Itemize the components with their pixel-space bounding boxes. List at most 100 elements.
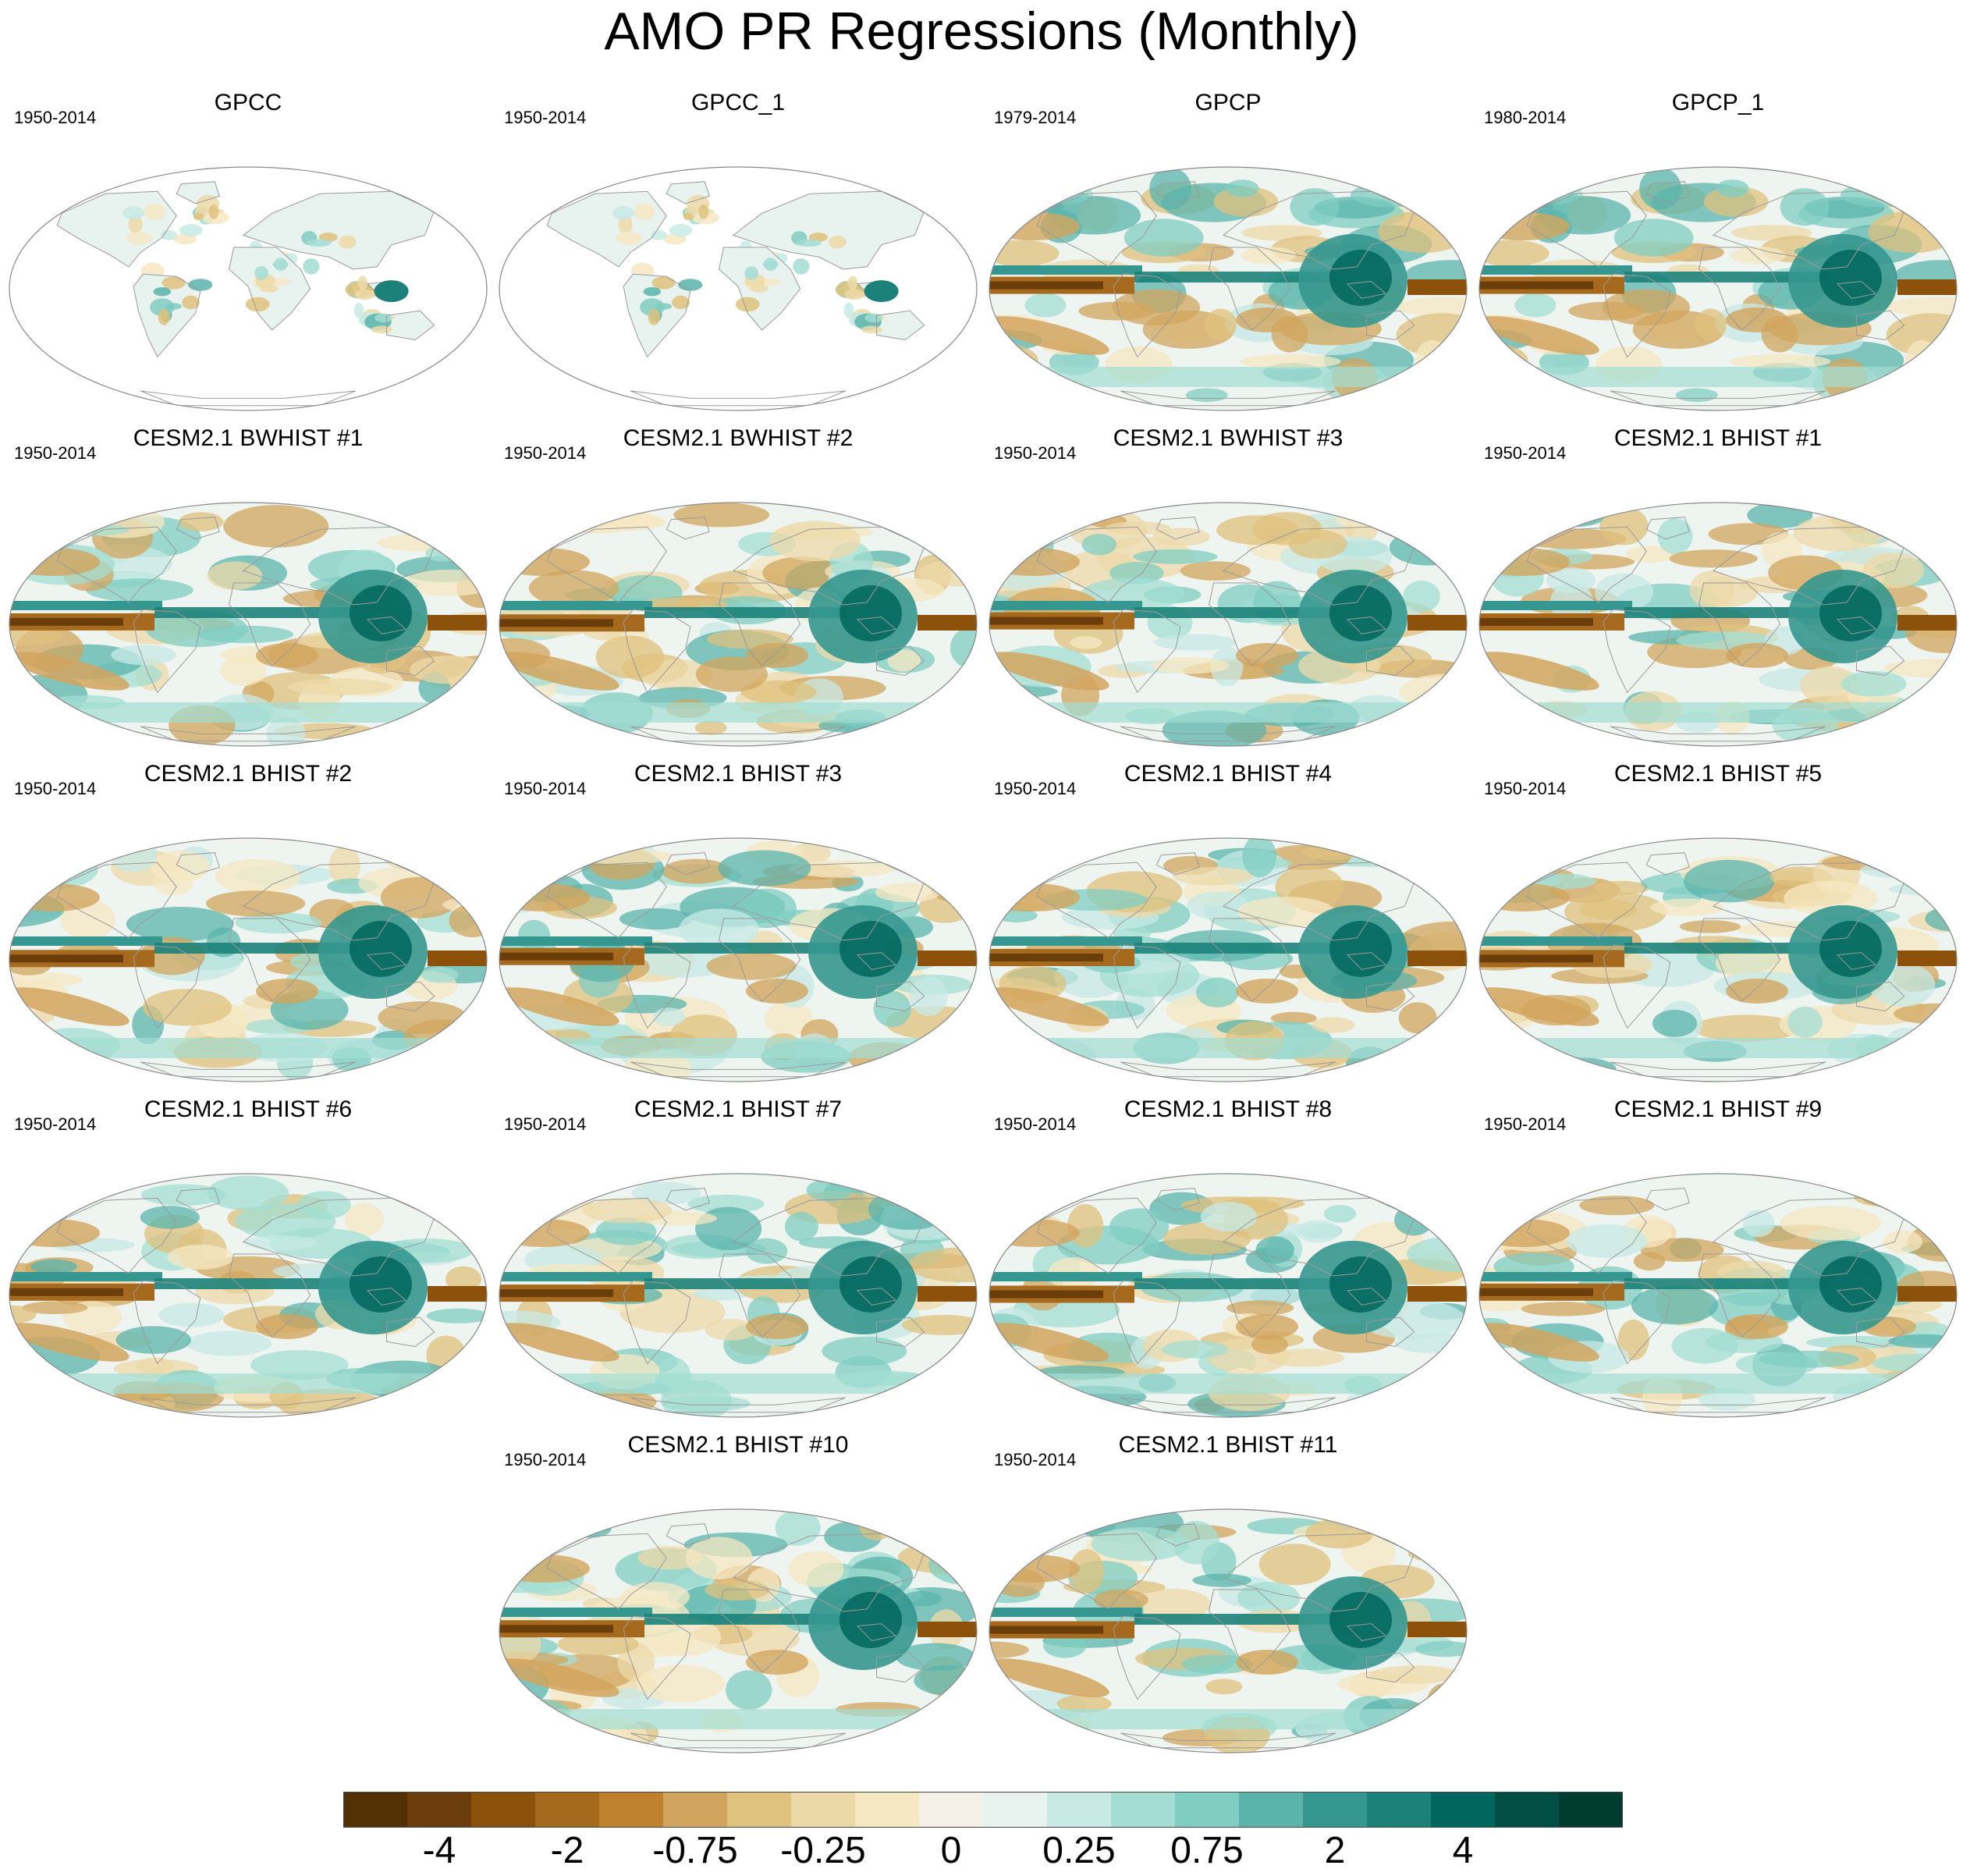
anomaly-blob [142, 989, 233, 1026]
colorbar-tick-label: 0.25 [1042, 1830, 1116, 1871]
land-anomaly [182, 295, 200, 310]
anomaly-blob [989, 528, 1042, 543]
anomaly-blob [1730, 247, 1786, 265]
anomaly-blob [250, 1350, 349, 1380]
anomaly-blob [1078, 301, 1155, 321]
coastline [1526, 862, 1647, 939]
anomaly-blob [1862, 552, 1924, 588]
anomaly-blob [9, 1215, 50, 1228]
indian-ocean-dry [256, 979, 318, 1004]
anomaly-blob [1888, 709, 1957, 745]
coastline [1712, 1197, 1905, 1277]
land-anomaly [160, 229, 177, 240]
anomaly-blob [499, 1377, 540, 1417]
map-panel: CESM2.1 BHIST #10 1950-2014 [496, 1430, 980, 1757]
land-anomaly [153, 287, 172, 297]
precip-field [989, 838, 1467, 1082]
anomaly-blob [1192, 1573, 1252, 1587]
coastline [1645, 517, 1690, 540]
coastline [546, 526, 667, 603]
anomaly-blob [1403, 581, 1440, 613]
indopacific-wet-core [840, 585, 902, 641]
anomaly-blob [468, 851, 487, 895]
colorbar-swatch [1303, 1792, 1368, 1828]
colorbar-tick-label: 0.75 [1170, 1830, 1244, 1871]
southern-ocean-wet [9, 1038, 487, 1058]
map [499, 1173, 978, 1418]
coastline [1603, 609, 1671, 694]
map-border [9, 166, 488, 411]
anomaly-blob [377, 534, 466, 552]
land-anomaly [128, 215, 143, 234]
coastline [623, 1280, 691, 1365]
panel-title: GPCP [1194, 90, 1262, 115]
panel-title: CESM2.1 BHIST #7 [634, 1096, 843, 1122]
anomaly-blob [1479, 373, 1561, 407]
indian-ocean-dry [256, 643, 318, 668]
coastline [56, 526, 177, 603]
anomaly-blob [1617, 1319, 1649, 1361]
anomaly-blob [1226, 1300, 1294, 1316]
south-pacific-dry [9, 987, 130, 1026]
anomaly-blob [1378, 211, 1467, 254]
map-border [1478, 837, 1958, 1082]
coastline [1113, 944, 1181, 1029]
coastline [1113, 609, 1181, 694]
anomaly-blob [1793, 515, 1883, 552]
land-anomaly [744, 266, 758, 280]
coastline [228, 247, 311, 331]
indian-ocean-dry [1236, 1650, 1298, 1675]
anomaly-blob [1868, 211, 1957, 254]
anomaly-blob [1599, 506, 1649, 545]
pacific-dry-core [1479, 954, 1593, 963]
coastline [366, 952, 407, 971]
anomaly-blob [287, 678, 393, 695]
anomaly-blob [297, 1191, 351, 1220]
anomaly-blob [111, 645, 176, 666]
south-pacific-dry [9, 652, 130, 691]
anomaly-blob [910, 976, 948, 1016]
coastline [546, 862, 667, 939]
coastline [856, 1623, 897, 1642]
panel-period: 1979-2014 [994, 108, 1077, 127]
land-field [386, 311, 435, 340]
coastline [1836, 1288, 1877, 1306]
coastline [242, 526, 435, 606]
panel-period: 1950-2014 [994, 443, 1077, 463]
map [989, 837, 1468, 1082]
anomaly-blob [693, 1288, 748, 1301]
indopacific-wet-core [1329, 585, 1392, 641]
anomaly-blob [444, 1197, 487, 1214]
colorbar-swatch [1367, 1792, 1432, 1828]
anomaly-blob [1683, 859, 1775, 903]
coastline [176, 181, 220, 204]
anomaly-blob [9, 1032, 66, 1056]
atlantic-wet-band [1134, 943, 1337, 954]
coastline [1366, 981, 1415, 1012]
coastline [1698, 582, 1781, 666]
itcz-wet-band [499, 601, 652, 610]
anomaly-blob [989, 509, 1087, 535]
anomaly-blob [1800, 666, 1859, 705]
southern-ocean-wet [989, 367, 1467, 387]
coastline [1155, 181, 1200, 204]
itcz-wet-band [499, 1272, 652, 1281]
anomaly-blob [1397, 858, 1439, 882]
anomaly-blob [1652, 1009, 1698, 1037]
coastline [1856, 645, 1905, 677]
indopacific-wet-core [840, 1256, 902, 1313]
land-anomaly [793, 258, 810, 275]
land-anomaly [618, 215, 633, 234]
indian-ocean-dry [746, 1650, 808, 1675]
coastline [876, 1316, 925, 1348]
anomaly-blob [1650, 898, 1724, 916]
pacific-dry-core [989, 954, 1103, 961]
anomaly-blob [1255, 1236, 1294, 1264]
land-anomaly [158, 308, 170, 325]
pacific-dry-band-east [918, 1286, 977, 1302]
anomaly-blob [416, 1388, 456, 1405]
anomaly-blob [1180, 561, 1251, 581]
pacific-dry-core [989, 1626, 1103, 1634]
anomaly-blob [1009, 1061, 1081, 1075]
north-pacific-dry [499, 1219, 590, 1247]
